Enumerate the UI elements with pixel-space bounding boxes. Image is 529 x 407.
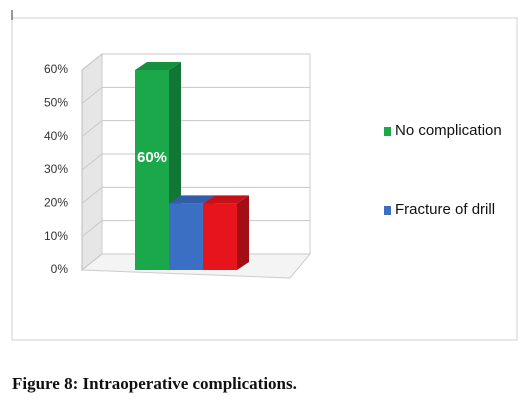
bar [169, 203, 203, 270]
legend-label: No complication [395, 122, 502, 139]
grid-line [81, 86, 310, 104]
grid-line [81, 120, 310, 138]
y-tick-label: 0% [51, 262, 69, 276]
legend-swatch [384, 206, 391, 215]
value-label: 20% [205, 282, 235, 299]
y-tick-label: 10% [44, 229, 68, 243]
grid-line [81, 186, 310, 204]
legend-swatch [384, 127, 391, 136]
bar [203, 203, 237, 270]
bar-top [203, 195, 249, 204]
y-tick-label: 20% [44, 196, 68, 210]
y-tick-label: 30% [44, 162, 68, 176]
y-tick-label: 40% [44, 129, 68, 143]
grid-line [81, 153, 310, 171]
bar-top [169, 195, 215, 204]
value-label: 60% [137, 149, 167, 166]
legend-label: Fracture of drill [395, 201, 495, 218]
bar-side [237, 195, 249, 270]
caption: Figure 8: Intraoperative complications. [12, 374, 297, 393]
bar [135, 70, 169, 270]
grid-line [81, 53, 310, 71]
value-label: 20% [171, 282, 201, 299]
y-tick-label: 60% [44, 62, 68, 76]
y-tick-label: 50% [44, 96, 68, 110]
bar-top [135, 62, 181, 70]
